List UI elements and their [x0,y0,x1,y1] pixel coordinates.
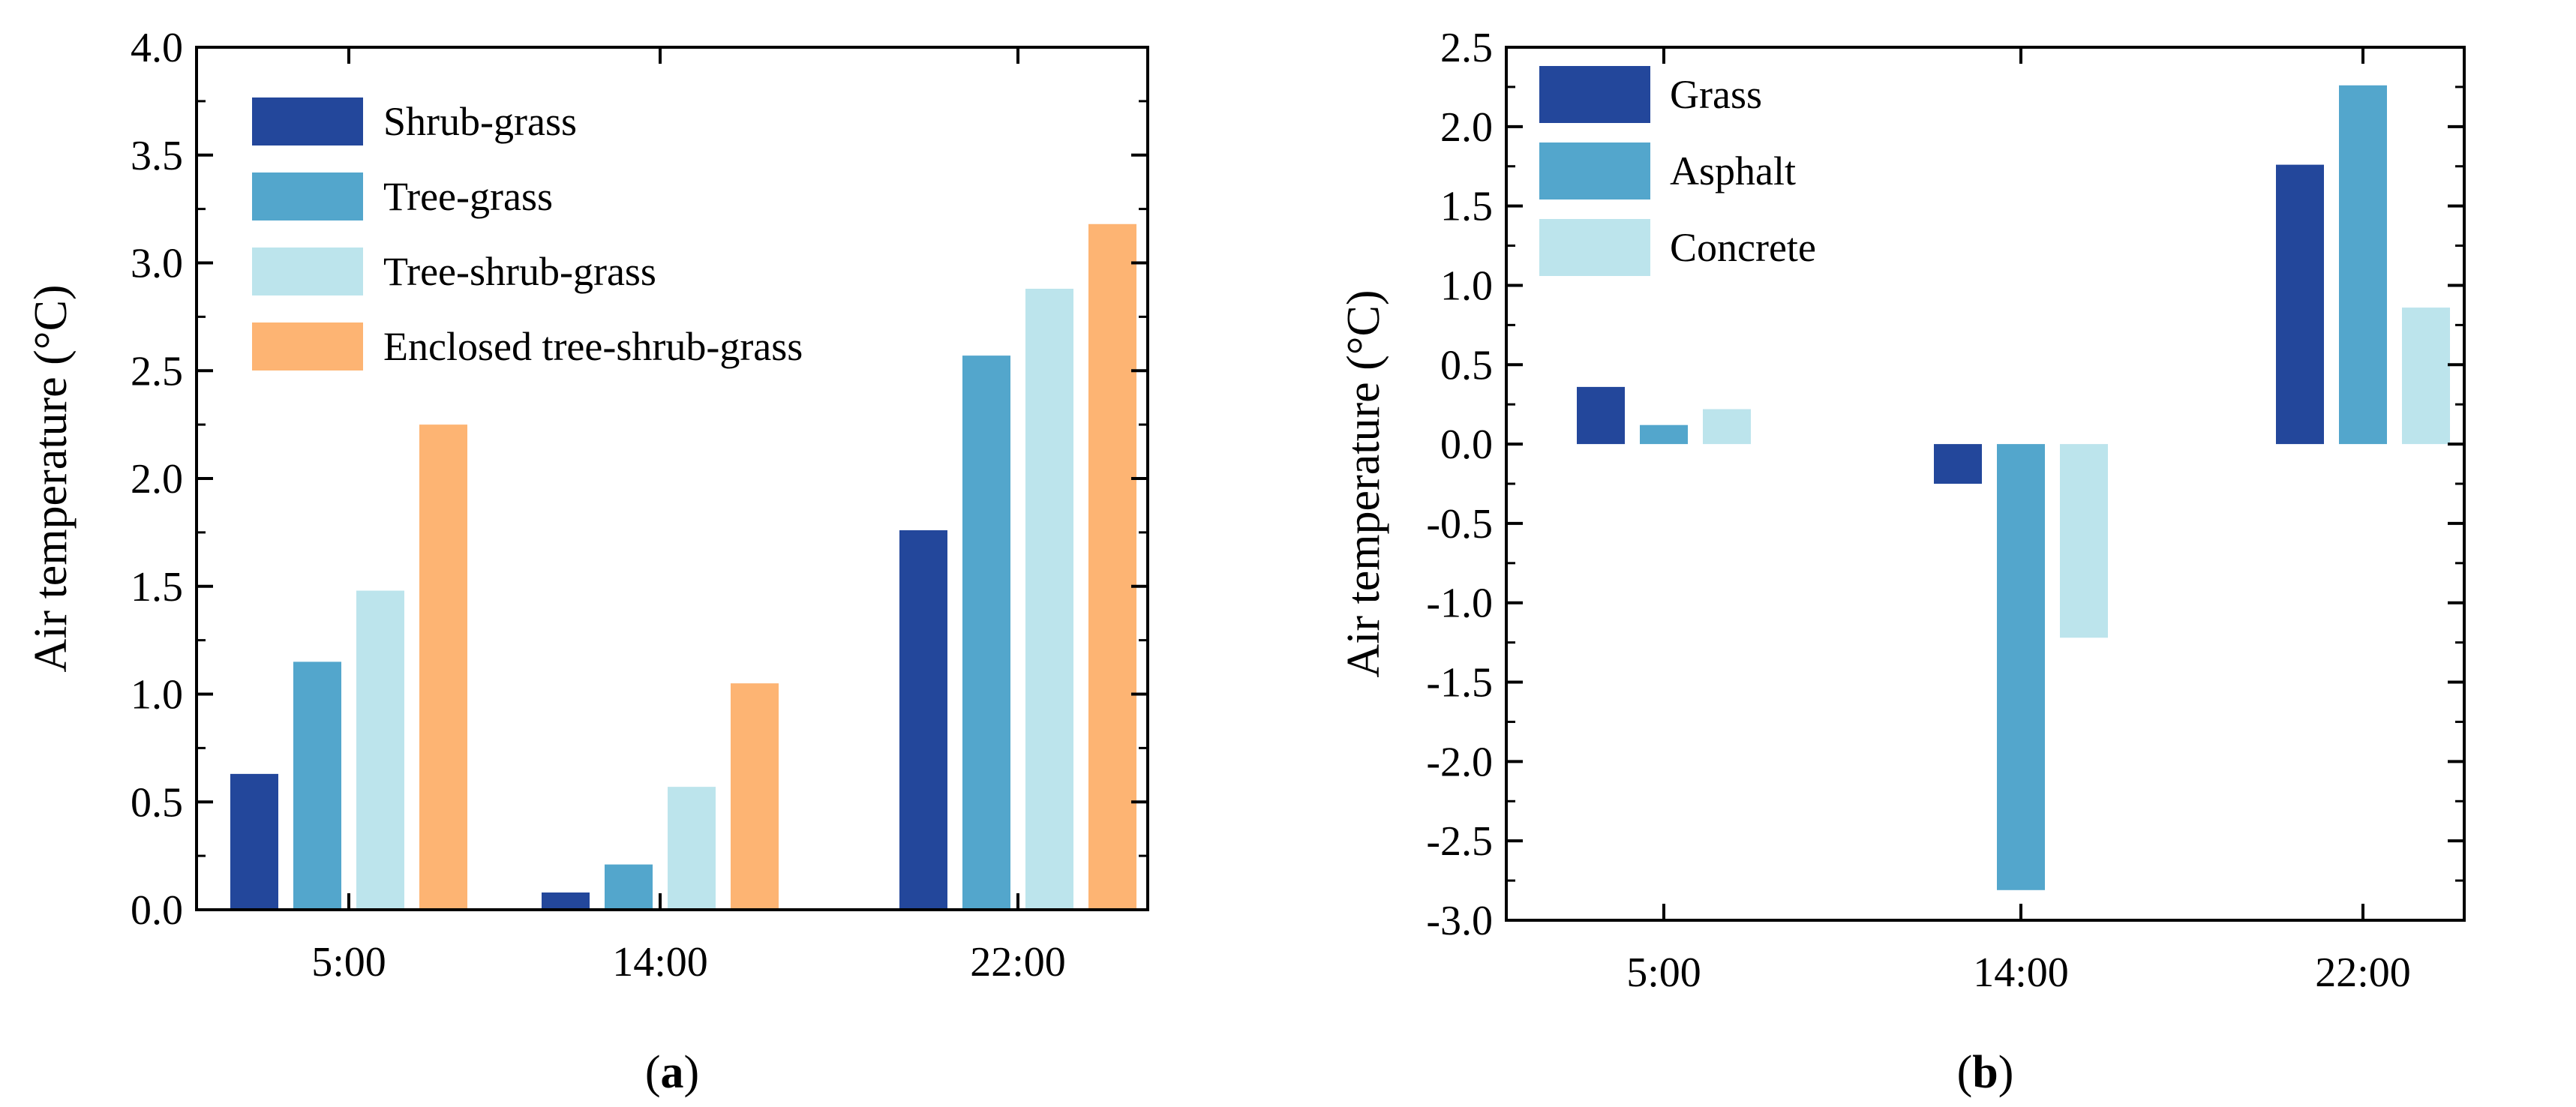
panel-label-paren: ( [1957,1047,1973,1098]
panel-label: (b) [1957,1047,2014,1098]
y-tick-label: -0.5 [1426,501,1493,548]
legend-swatch [252,172,363,220]
bar-a-s0-c0 [230,773,278,910]
bar-a-s3-c2 [1088,224,1136,910]
legend-label: Grass [1670,72,1762,117]
legend-swatch [1539,219,1650,276]
y-tick-label: 0.0 [131,887,183,934]
panel-label-paren: ( [645,1047,661,1098]
x-tick-label: 14:00 [612,939,708,986]
y-tick-label: -1.0 [1426,580,1493,627]
bar-a-s1-c2 [962,356,1010,910]
bar-a-s0-c1 [542,892,590,910]
y-tick-label: -3.0 [1426,898,1493,944]
panel-label-letter: b [1972,1047,1998,1098]
bar-b-s2-c2 [2402,308,2450,445]
y-tick-label: -2.5 [1426,818,1493,865]
bar-b-s0-c1 [1934,444,1982,484]
bar-a-s3-c0 [419,424,467,910]
legend-label: Tree-shrub-grass [383,249,656,294]
y-tick-label: 2.0 [1440,104,1493,151]
y-axis-title: Air temperature (°C) [26,284,77,672]
y-tick-label: 0.0 [1440,422,1493,468]
panel-label: (a) [645,1047,699,1098]
panel-label-paren: ) [684,1047,700,1098]
legend-label: Tree-grass [383,174,553,219]
y-tick-label: 1.0 [1440,262,1493,309]
bar-a-s2-c1 [668,787,716,910]
y-tick-label: 2.0 [131,456,183,502]
x-tick-label: 5:00 [311,939,386,986]
chart-panel-a: 0.0 0.5 1.0 1.5 2.0 2.5 3.0 3.5 4.0 5:00 14:00 22:0… [26,25,1149,1098]
bar-a-s2-c0 [356,590,404,910]
y-tick-label: 1.0 [131,672,183,718]
x-tick-label: 22:00 [2315,950,2411,996]
bar-b-s0-c2 [2276,164,2324,445]
y-tick-label: 0.5 [1440,342,1493,388]
bar-b-s2-c1 [2060,444,2108,638]
legend-swatch [1539,142,1650,200]
legend-swatch [252,322,363,370]
bar-b-s1-c0 [1640,424,1688,445]
bar-a-s1-c1 [605,864,653,910]
bar-a-s1-c0 [293,662,341,910]
y-tick-label: 0.5 [131,779,183,826]
legend-swatch [252,98,363,146]
x-tick-label: 5:00 [1626,950,1701,996]
legend-swatch [252,248,363,296]
y-tick-label: -2.0 [1426,739,1493,785]
x-tick-label: 14:00 [1973,950,2069,996]
bar-b-s1-c2 [2339,85,2387,445]
legend-label: Asphalt [1670,148,1796,194]
legend-label: Shrub-grass [383,99,577,144]
y-tick-label: 1.5 [1440,184,1493,230]
bar-a-s2-c2 [1025,289,1073,910]
y-tick-label: 2.5 [131,348,183,394]
panel-label-paren: ) [1998,1047,2014,1098]
y-tick-label: 3.5 [131,133,183,179]
y-tick-label: 2.5 [1440,25,1493,71]
x-tick-label: 22:00 [970,939,1066,986]
panel-label-letter: a [661,1047,684,1098]
chart-panel-b: -3.0 -2.5 -2.0 -1.5 -1.0 -0.5 0.0 0.5 1.0 1.5 2.0 2… [1338,25,2466,1098]
y-tick-label: 3.0 [131,241,183,287]
bar-b-s1-c1 [1997,444,2045,890]
y-tick-label: -1.5 [1426,660,1493,706]
y-tick-label: 1.5 [131,564,183,610]
bar-a-s3-c1 [731,683,779,910]
legend-label: Concrete [1670,225,1816,270]
y-axis-title: Air temperature (°C) [1338,290,1389,677]
bar-a-s0-c2 [899,530,947,910]
legend-label: Enclosed tree-shrub-grass [383,324,803,369]
bar-b-s0-c0 [1577,386,1625,445]
legend-swatch [1539,66,1650,123]
y-tick-label: 4.0 [131,25,183,71]
bar-b-s2-c0 [1703,409,1751,445]
